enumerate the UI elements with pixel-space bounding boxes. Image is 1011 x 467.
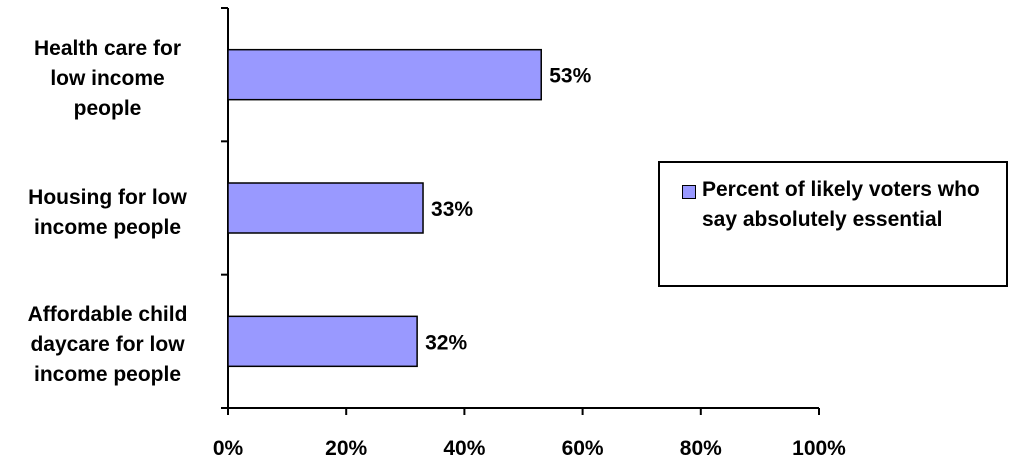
x-tick-label: 40% bbox=[443, 437, 485, 460]
category-label-2: Affordable child daycare for low income … bbox=[27, 303, 188, 386]
x-tick-label: 0% bbox=[213, 437, 244, 460]
bar bbox=[227, 315, 418, 368]
data-label: 33% bbox=[431, 198, 473, 221]
x-tick-label: 80% bbox=[680, 437, 722, 460]
x-tick-label: 20% bbox=[325, 437, 367, 460]
data-label: 32% bbox=[425, 331, 467, 354]
category-label-1: Housing for low income people bbox=[28, 186, 187, 239]
x-tick-label: 100% bbox=[792, 437, 846, 460]
legend-label: Percent of likely voters who say absolut… bbox=[702, 178, 980, 231]
data-label: 53% bbox=[549, 65, 591, 88]
legend-swatch bbox=[682, 185, 696, 199]
chart-legend: Percent of likely voters who say absolut… bbox=[658, 161, 1008, 287]
bar bbox=[227, 48, 542, 101]
category-label-0: Health care for low income people bbox=[33, 37, 182, 120]
bar bbox=[227, 182, 424, 234]
x-tick-label: 60% bbox=[562, 437, 604, 460]
